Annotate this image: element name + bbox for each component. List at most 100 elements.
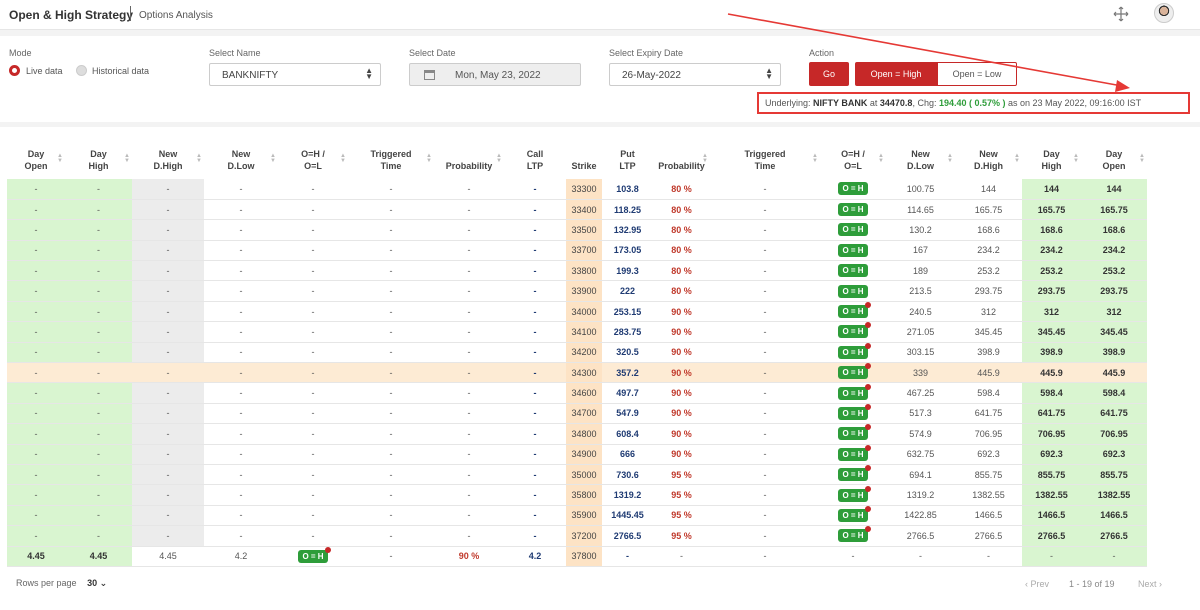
ohol-badge[interactable]: O = H — [838, 465, 871, 482]
column-header[interactable]: Day Open ▲ ▼ — [1081, 140, 1147, 179]
put-day-high: 1382.55 — [1022, 484, 1081, 506]
ohol-badge[interactable]: O = H — [838, 403, 871, 420]
date-picker[interactable]: Mon, May 23, 2022 — [409, 63, 581, 86]
ohol-badge-label: O = H — [842, 266, 864, 276]
live-data-radio[interactable] — [9, 65, 20, 76]
column-header[interactable]: New D.Low ▲ ▼ — [204, 140, 278, 179]
open-equals-low-button[interactable]: Open = Low — [937, 62, 1017, 86]
table-row[interactable]: - - - - - - - -33500 132.95 80 % - O = H 130.2 168.6 1… — [7, 219, 1147, 241]
ohol-badge[interactable]: O = H — [838, 383, 871, 400]
column-header[interactable]: Probability ▲ ▼ — [653, 140, 710, 179]
table-row[interactable]: 4.45 4.45 4.45 4.2 O = H -90 % 4.2 37800- - - - - - -… — [7, 546, 1147, 567]
table-row[interactable]: - - - - - - - -34600 497.7 90 % - O = H 467.25 598.4 5… — [7, 382, 1147, 404]
ohol-badge[interactable]: O = H — [838, 342, 871, 359]
ohol-badge[interactable]: O = H — [838, 302, 871, 319]
table-row[interactable]: - - - - - - - -34900 666 90 % - O = H 632.75 692.3 692… — [7, 444, 1147, 465]
table-row[interactable]: - - - - - - - -33300 103.8 80 % - O = H 100.75 144 144… — [7, 179, 1147, 200]
action-label: Action — [809, 48, 835, 58]
put-ltp: 222 — [602, 280, 653, 302]
call-day-open: - — [7, 464, 65, 486]
underlying-name: NIFTY BANK — [813, 98, 868, 108]
next-page-button[interactable]: Next › — [1138, 579, 1163, 589]
call-ltp: - — [504, 321, 566, 343]
ohol-badge[interactable]: O = H — [838, 284, 868, 298]
ohol-badge[interactable]: O = H — [838, 264, 868, 278]
column-header[interactable]: Day High ▲ ▼ — [65, 140, 132, 179]
column-header[interactable]: New D.High ▲ ▼ — [132, 140, 204, 179]
table-row[interactable]: - - - - - - - -33700 173.05 80 % - O = H 167 234.2 234… — [7, 240, 1147, 262]
ohol-badge[interactable]: O = H — [838, 485, 871, 502]
table-row[interactable]: - - - - - - - -37200 2766.5 95 % - O = H 2766.5 2766.… — [7, 525, 1147, 547]
table-row[interactable]: - - - - - - - -33900 222 80 % - O = H 213.5 293.75 293… — [7, 280, 1147, 302]
put-triggered-time: - — [710, 199, 820, 221]
table-row[interactable]: - - - - - - - -35000 730.6 95 % - O = H 694.1 855.75 8… — [7, 464, 1147, 486]
ohol-badge[interactable]: O = H — [838, 444, 871, 461]
table-row[interactable]: - - - - - - - -35900 1445.45 95 % - O = H 1422.85 146… — [7, 505, 1147, 527]
put-ltp: 173.05 — [602, 240, 653, 262]
call-day-high: - — [65, 484, 132, 506]
column-header[interactable]: Day High ▲ ▼ — [1022, 140, 1081, 179]
ohol-badge[interactable]: O = H — [838, 223, 868, 237]
column-header[interactable]: Triggered Time ▲ ▼ — [710, 140, 820, 179]
put-ltp: 253.15 — [602, 301, 653, 323]
table-row[interactable]: - - - - - - - -34700 547.9 90 % - O = H 517.3 641.75 6… — [7, 403, 1147, 425]
call-day-high: - — [65, 219, 132, 241]
ohol-badge[interactable]: O = H — [838, 424, 871, 441]
column-header-line2: LTP — [619, 160, 636, 171]
ohol-badge[interactable]: O = H — [838, 182, 868, 196]
column-header[interactable]: Call LTP — [504, 140, 566, 179]
name-select[interactable]: BANKNIFTY ▲ ▼ — [209, 63, 381, 86]
alert-dot-icon — [864, 485, 871, 492]
table-row[interactable]: - - - - - - - -33400 118.25 80 % - O = H 114.65 165.7… — [7, 199, 1147, 221]
call-triggered-time: - — [348, 260, 434, 282]
column-header[interactable]: O=H / O=L ▲ ▼ — [278, 140, 348, 179]
ohol-badge[interactable]: O = H — [838, 363, 871, 380]
app-title: Open & High Strategy — [9, 8, 134, 22]
call-day-open: - — [7, 505, 65, 527]
table-row[interactable]: - - - - - - - -34100 283.75 90 % - O = H 271.05 345.4… — [7, 321, 1147, 343]
ohol-cell: O = H — [820, 403, 886, 425]
column-header[interactable]: O=H / O=L ▲ ▼ — [820, 140, 886, 179]
fullscreen-move-icon[interactable] — [1113, 6, 1129, 22]
table-row[interactable]: - - - - - - - -34300 357.2 90 % - O = H 339 445.9 445.… — [7, 362, 1147, 384]
call-new-dlow: - — [204, 342, 278, 364]
go-button[interactable]: Go — [809, 62, 849, 86]
historical-data-radio[interactable] — [76, 65, 87, 76]
ohol-badge[interactable]: O = H — [838, 505, 871, 522]
call-triggered-time: - — [348, 179, 434, 200]
ohol-badge-label: O = H — [842, 429, 864, 439]
select-date-label: Select Date — [409, 48, 456, 58]
put-ltp: 666 — [602, 444, 653, 465]
ohol-badge[interactable]: O = H — [838, 526, 871, 543]
put-new-dlow: 240.5 — [886, 301, 955, 323]
open-equals-high-button[interactable]: Open = High — [855, 62, 937, 86]
call-triggered-time: - — [348, 362, 434, 384]
column-header[interactable]: New D.High ▲ ▼ — [955, 140, 1022, 179]
call-new-dhigh: - — [132, 525, 204, 547]
rows-per-page-select[interactable]: 30 ⌄ — [87, 578, 107, 588]
put-new-dhigh: - — [955, 546, 1022, 567]
table-row[interactable]: - - - - - - - -34200 320.5 90 % - O = H 303.15 398.9 3… — [7, 342, 1147, 364]
table-row[interactable]: - - - - - - - -34800 608.4 90 % - O = H 574.9 706.95 7… — [7, 423, 1147, 445]
column-header[interactable]: Put LTP — [602, 140, 653, 179]
call-ohol: - — [278, 280, 348, 302]
ohol-badge[interactable]: O = H — [298, 546, 331, 563]
column-header[interactable]: Triggered Time ▲ ▼ — [348, 140, 434, 179]
ohol-badge[interactable]: O = H — [838, 322, 871, 339]
column-header[interactable]: Strike — [566, 140, 602, 179]
table-row[interactable]: - - - - - - - -34000 253.15 90 % - O = H 240.5 312 312… — [7, 301, 1147, 323]
expiry-select[interactable]: 26-May-2022 ▲ ▼ — [609, 63, 781, 86]
put-day-high: 692.3 — [1022, 444, 1081, 465]
ohol-badge[interactable]: O = H — [838, 203, 868, 217]
ohol-badge[interactable]: O = H — [838, 243, 868, 257]
column-header[interactable]: Probability ▲ ▼ — [434, 140, 504, 179]
table-row[interactable]: - - - - - - - -33800 199.3 80 % - O = H 189 253.2 253.… — [7, 260, 1147, 282]
column-header-line2: Time — [754, 160, 776, 171]
column-header[interactable]: Day Open ▲ ▼ — [7, 140, 65, 179]
table-row[interactable]: - - - - - - - -35800 1319.2 95 % - O = H 1319.2 1382.… — [7, 484, 1147, 506]
prev-page-button[interactable]: ‹ Prev — [1025, 579, 1050, 589]
call-day-open: - — [7, 342, 65, 364]
put-probability: 95 % — [653, 464, 710, 486]
column-header[interactable]: New D.Low ▲ ▼ — [886, 140, 955, 179]
user-avatar[interactable] — [1154, 3, 1174, 23]
